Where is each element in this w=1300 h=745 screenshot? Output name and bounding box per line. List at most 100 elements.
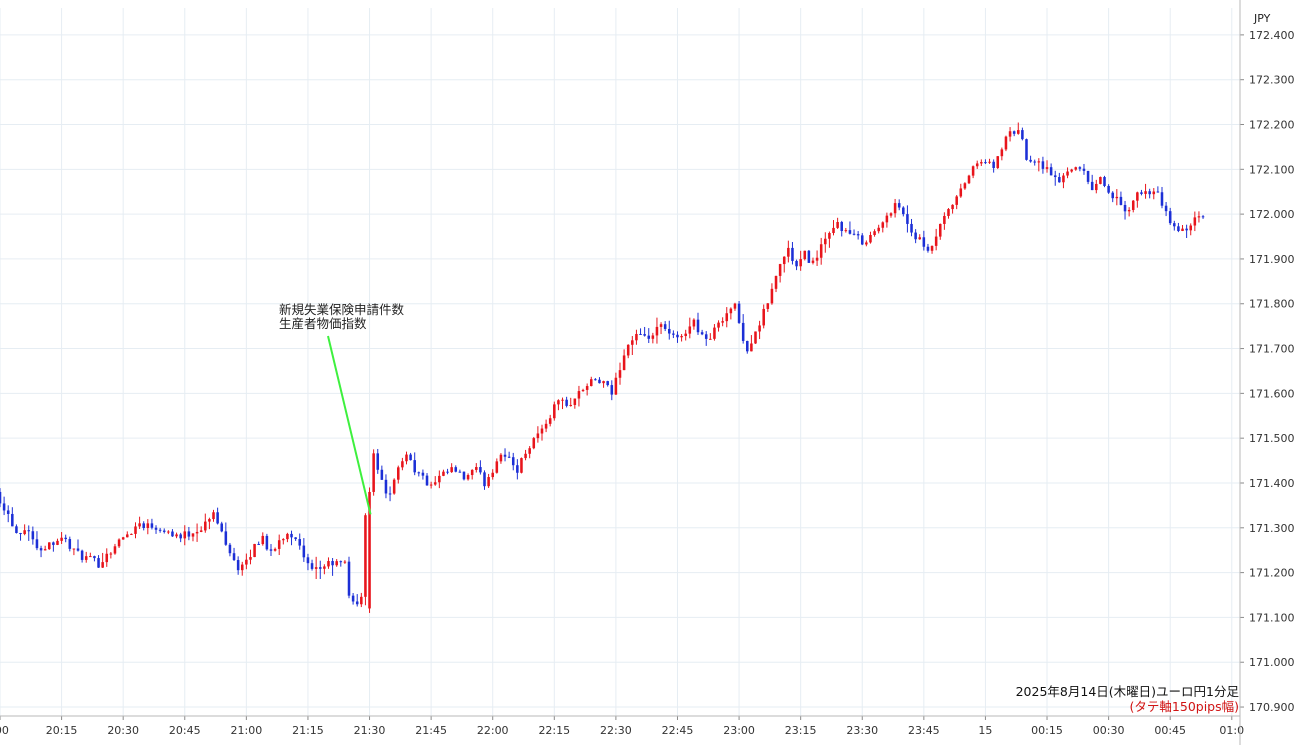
candle-body	[171, 531, 174, 537]
candle-body	[873, 231, 876, 236]
candle-body	[1049, 167, 1053, 176]
candle-body	[881, 222, 885, 228]
candle-body	[787, 247, 790, 257]
candle-body	[532, 438, 536, 449]
candle-body	[27, 530, 31, 532]
candle-body	[1000, 149, 1004, 157]
candle-body	[737, 303, 741, 323]
candle-body	[918, 237, 922, 240]
annotation-text: 新規失業保険申請件数	[279, 302, 405, 317]
candle-body	[1037, 161, 1041, 163]
candle-body	[470, 469, 474, 476]
candle-body	[750, 343, 753, 352]
candle-body	[121, 537, 125, 540]
candle-body	[635, 333, 638, 341]
candle-body	[815, 257, 819, 261]
candle-body	[1156, 191, 1160, 193]
x-tick-label: 00:15	[1031, 724, 1063, 737]
candle-body	[417, 472, 421, 474]
x-tick-label: 20:30	[107, 724, 139, 737]
candle-body	[232, 553, 236, 561]
candle-body	[709, 338, 712, 340]
candle-body	[758, 325, 761, 332]
candle-body	[397, 467, 400, 480]
candle-body	[700, 332, 704, 335]
x-tick-label: 23:30	[846, 724, 878, 737]
y-tick-label: 171.600	[1249, 387, 1295, 400]
candle-body	[602, 381, 605, 384]
candle-body	[117, 539, 121, 547]
candle-body	[717, 322, 720, 328]
x-tick-label: 21:00	[231, 724, 263, 737]
candle-body	[1045, 167, 1049, 169]
candle-body	[1197, 216, 1201, 218]
y-tick-label: 171.200	[1249, 567, 1295, 580]
candle-body	[713, 327, 716, 339]
candle-body	[208, 519, 211, 522]
candle-body	[680, 336, 683, 338]
candle-body	[499, 454, 503, 462]
candle-body	[688, 326, 692, 334]
candle-body	[598, 379, 601, 384]
candle-body	[1033, 161, 1036, 163]
candle-body	[236, 560, 240, 571]
candle-body	[483, 472, 486, 487]
candle-body	[1181, 228, 1184, 231]
currency-label: JPY	[1253, 12, 1271, 25]
candle-body	[458, 471, 462, 473]
candle-body	[725, 313, 729, 322]
candle-body	[606, 381, 609, 386]
candle-body	[819, 244, 823, 258]
candle-body	[651, 335, 655, 339]
candle-body	[101, 562, 104, 568]
candle-body	[770, 288, 774, 304]
candle-body	[926, 246, 930, 251]
candle-body	[343, 561, 347, 563]
candle-body	[741, 322, 745, 341]
candle-body	[105, 553, 109, 563]
candle-body	[1164, 205, 1168, 212]
candle-body	[364, 515, 367, 597]
candle-body	[1127, 209, 1131, 212]
candle-body	[585, 386, 589, 390]
candle-body	[848, 230, 852, 234]
candle-body	[64, 537, 67, 540]
candle-body	[1111, 192, 1114, 199]
candle-body	[479, 467, 482, 473]
candle-body	[1168, 211, 1172, 224]
grid-layer	[0, 8, 1240, 716]
candle-body	[553, 404, 556, 419]
candle-body	[631, 340, 634, 345]
candle-body	[318, 567, 322, 569]
candle-body	[150, 523, 154, 528]
candle-body	[1012, 131, 1016, 134]
candle-body	[376, 453, 380, 470]
x-tick-label: 23:45	[908, 724, 940, 737]
candle-body	[1086, 170, 1090, 182]
candle-body	[930, 245, 934, 251]
candle-body	[967, 175, 971, 184]
candle-body	[388, 493, 392, 495]
candle-body	[298, 539, 302, 546]
candle-body	[68, 539, 72, 549]
candle-body	[429, 484, 433, 486]
candle-body	[11, 513, 14, 527]
x-tick-label: 21:15	[292, 724, 324, 737]
candle-body	[721, 321, 724, 323]
y-tick-label: 172.200	[1249, 119, 1295, 132]
candle-body	[1144, 191, 1147, 194]
candle-layer	[0, 122, 1205, 613]
candle-body	[1095, 183, 1098, 191]
candle-body	[204, 521, 207, 531]
candle-body	[409, 454, 412, 461]
candle-body	[528, 448, 531, 454]
candle-body	[778, 264, 782, 276]
candle-body	[372, 453, 375, 492]
candle-body	[360, 596, 363, 605]
candle-body	[183, 531, 187, 539]
candle-body	[76, 548, 80, 551]
candle-body	[594, 379, 597, 381]
candle-body	[782, 256, 786, 265]
candle-body	[959, 188, 963, 197]
